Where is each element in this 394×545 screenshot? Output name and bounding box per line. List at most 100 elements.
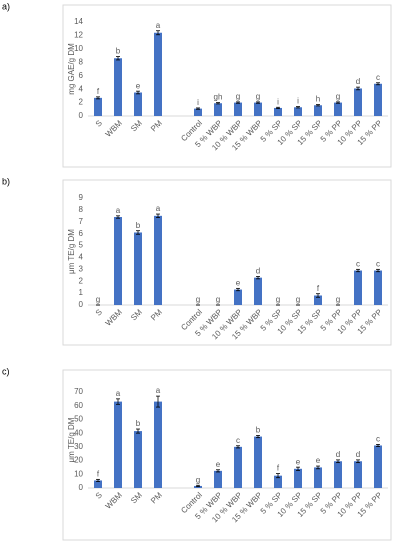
significance-label: gh	[214, 93, 223, 102]
panel-frame	[62, 369, 392, 541]
significance-label: a	[156, 386, 161, 395]
error-bar	[156, 395, 160, 408]
error-bar	[156, 213, 160, 219]
significance-label: b	[136, 419, 141, 428]
significance-label: c	[376, 434, 380, 443]
bar	[374, 83, 382, 116]
x-tick-label: WBM	[104, 307, 124, 327]
y-tick-label: 2	[79, 276, 84, 285]
error-bar	[196, 107, 200, 110]
y-tick-label: 60	[74, 401, 83, 410]
y-tick-label: 70	[74, 387, 83, 396]
y-tick-label: 14	[74, 17, 83, 26]
y-axis-title: μm TE/g DM	[67, 229, 76, 274]
bar	[114, 401, 122, 488]
x-tick-label: SM	[129, 490, 144, 505]
bar	[354, 270, 362, 305]
significance-label: b	[116, 47, 121, 56]
error-bar	[216, 469, 220, 473]
error-bar	[336, 101, 340, 104]
panel-label: a)	[2, 1, 10, 11]
x-tick-label: SM	[129, 118, 144, 133]
significance-label: a	[156, 21, 161, 30]
significance-label: i	[297, 97, 299, 106]
y-tick-label: 30	[74, 442, 83, 451]
error-bar	[196, 484, 200, 488]
y-tick-label: 7	[79, 217, 84, 226]
bar	[214, 470, 222, 488]
y-tick-label: 0	[79, 111, 84, 120]
bar	[334, 102, 342, 116]
significance-label: f	[317, 284, 320, 293]
y-axis-title: mg GAE/g DM	[67, 43, 76, 95]
bar	[334, 461, 342, 488]
significance-label: g	[336, 92, 340, 101]
x-tick-label: WBM	[104, 118, 124, 138]
y-tick-label: 6	[79, 71, 84, 80]
significance-label: g	[196, 475, 200, 484]
error-bar	[296, 106, 300, 109]
bar	[314, 467, 322, 488]
bar	[254, 436, 262, 488]
bar	[314, 105, 322, 116]
y-tick-label: 8	[79, 57, 84, 66]
significance-label: i	[277, 97, 279, 106]
error-bar	[236, 287, 240, 292]
error-bar	[236, 445, 240, 449]
significance-label: c	[376, 73, 380, 82]
error-bar	[316, 104, 320, 107]
significance-label: g	[336, 295, 340, 304]
error-bar	[156, 30, 160, 36]
bar	[154, 215, 162, 305]
significance-label: g	[296, 295, 300, 304]
error-bar	[96, 96, 100, 100]
error-bar	[116, 398, 120, 405]
x-tick-label: SM	[129, 307, 144, 322]
significance-label: d	[336, 450, 340, 459]
error-bar	[316, 465, 320, 470]
error-bar	[256, 435, 260, 439]
significance-label: a	[156, 204, 161, 213]
x-tick-label: PM	[149, 490, 164, 505]
panel-label: b)	[2, 176, 10, 186]
significance-label: e	[236, 278, 241, 287]
x-tick-label: WBM	[104, 490, 124, 510]
significance-label: g	[196, 295, 200, 304]
error-bar	[376, 443, 380, 447]
error-bar	[316, 293, 320, 298]
y-tick-label: 20	[74, 456, 83, 465]
significance-label: b	[256, 426, 261, 435]
significance-label: b	[136, 221, 141, 230]
significance-label: c	[376, 259, 380, 268]
error-bar	[116, 56, 120, 61]
y-tick-label: 8	[79, 205, 84, 214]
error-bar	[236, 101, 240, 104]
y-tick-label: 0	[79, 300, 84, 309]
bar	[114, 217, 122, 305]
y-tick-label: 12	[74, 31, 83, 40]
bar	[294, 107, 302, 116]
bar	[374, 270, 382, 305]
bar	[134, 92, 142, 116]
significance-label: i	[197, 98, 199, 107]
significance-label: f	[277, 464, 280, 473]
error-bar	[136, 428, 140, 434]
y-tick-label: 10	[74, 44, 83, 53]
bar	[354, 88, 362, 116]
bar	[274, 107, 282, 116]
significance-label: e	[296, 457, 301, 466]
significance-label: f	[97, 87, 100, 96]
significance-label: e	[216, 460, 221, 469]
error-bar	[296, 466, 300, 471]
bar	[134, 431, 142, 488]
error-bar	[256, 101, 260, 104]
bar	[214, 103, 222, 116]
error-bar	[136, 230, 140, 235]
significance-label: g	[96, 295, 100, 304]
x-tick-label: S	[94, 308, 104, 318]
bar	[94, 97, 102, 116]
y-tick-label: 10	[74, 469, 83, 478]
panel-frame	[62, 179, 392, 346]
bar	[234, 289, 242, 305]
